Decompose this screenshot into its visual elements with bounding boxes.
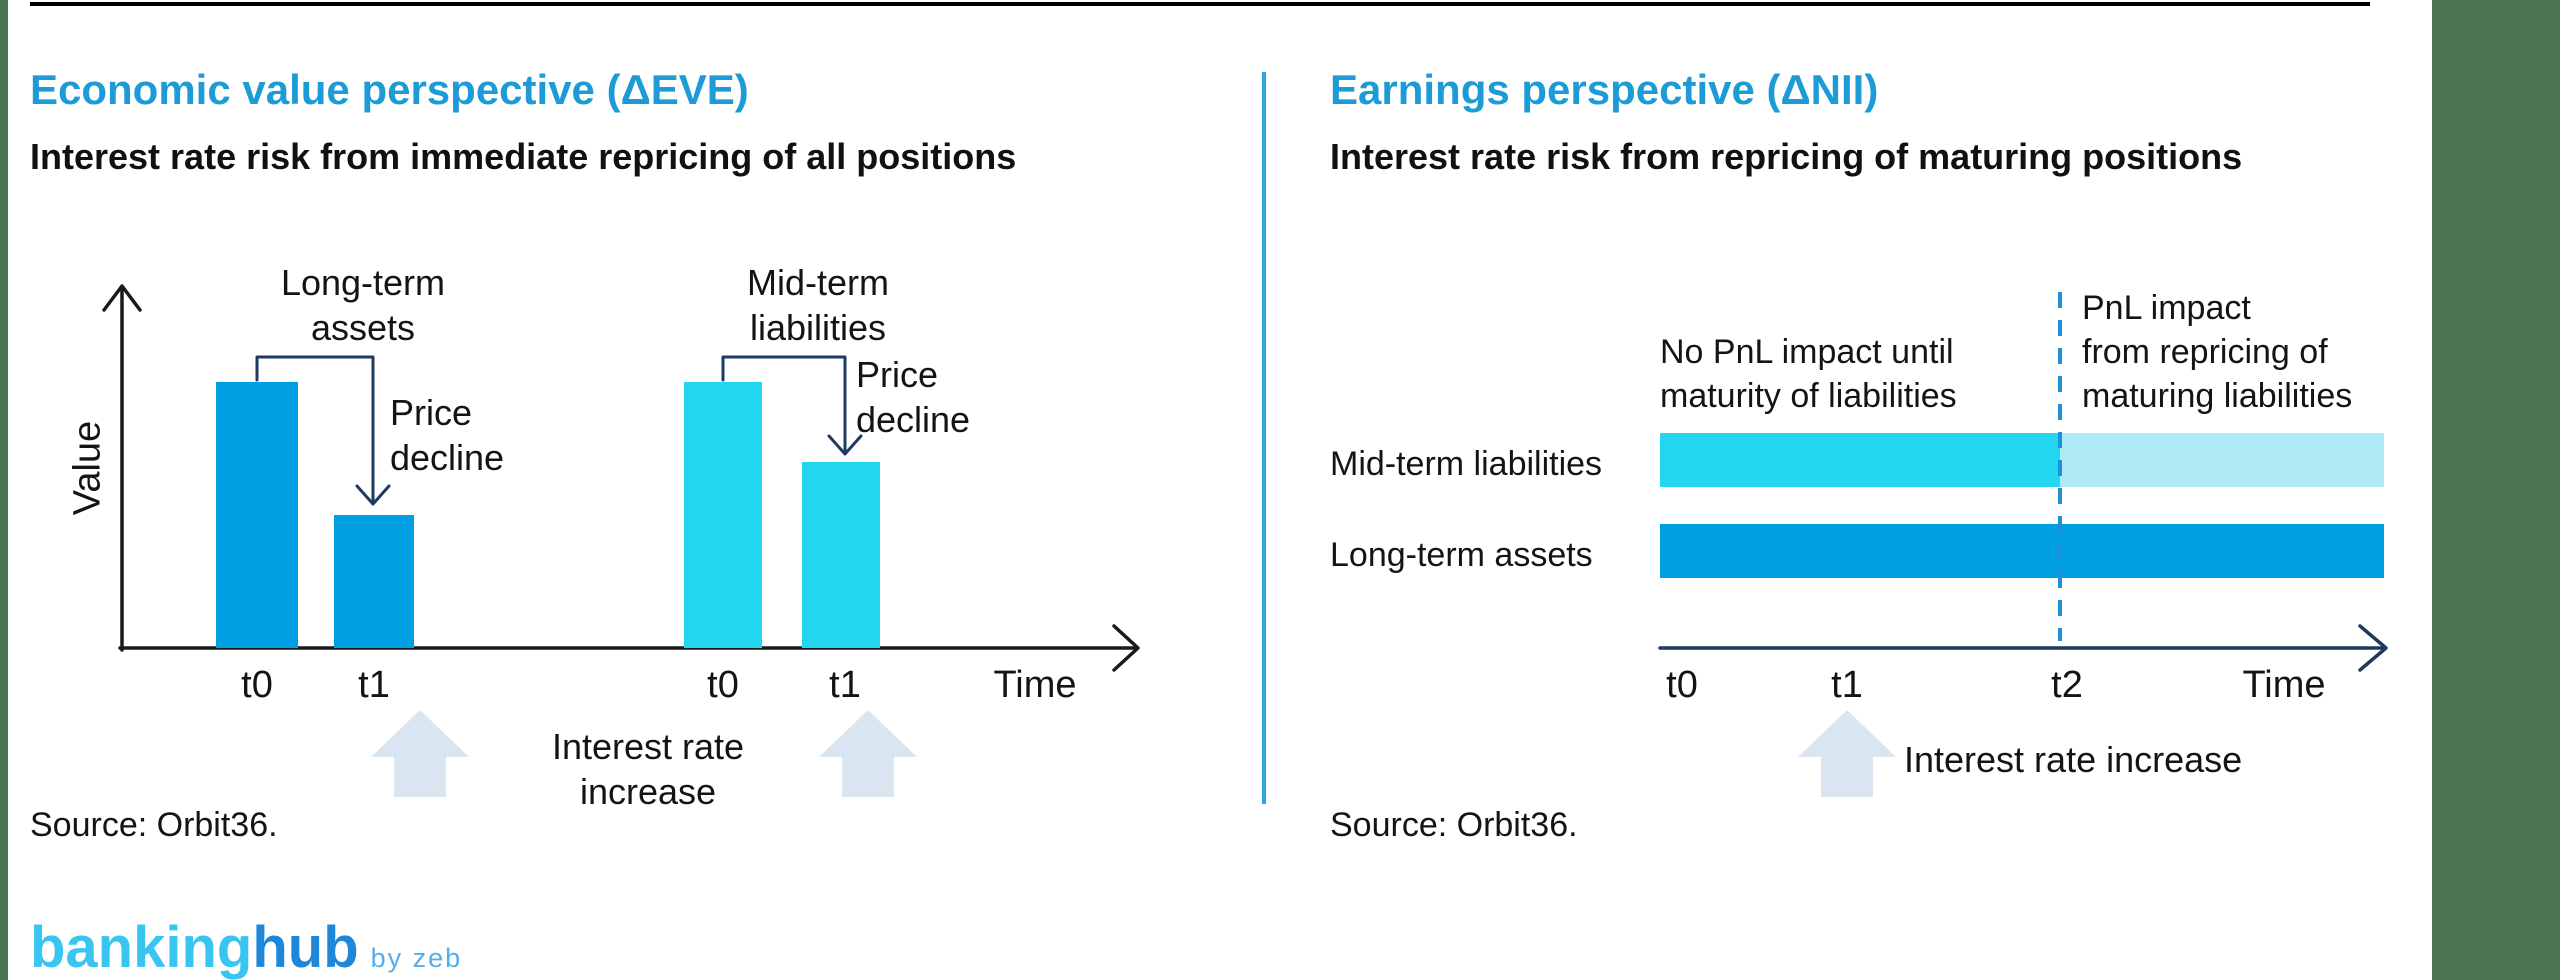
price-decline-arrowhead-1-icon [355,484,391,506]
price-decline-bracket-1 [255,355,375,504]
right-interest-rate-increase-label: Interest rate increase [1904,739,2243,780]
mid-term-liabilities-row-label: Mid-term liabilities [1330,445,1603,483]
left-chart-tick-t1-second: t1 [829,664,861,706]
bankinghub-logo: banking hub by zeb [30,914,462,980]
mid-term-liabilities-t1-bar [802,462,880,648]
right-chart-x-axis-label: Time [2242,664,2326,706]
left-chart-y-axis-arrow-icon [102,284,142,312]
mid-term-liabilities-t0-bar [684,382,762,648]
right-chart-tick-t2: t2 [2051,664,2083,706]
price-decline-label-1: Price decline [390,392,505,478]
price-decline-bracket-2 [721,355,847,454]
left-panel-title: Economic value perspective (ΔEVE) [30,66,749,113]
right-chart-x-axis-arrow-icon [2358,624,2388,672]
left-source-note: Source: Orbit36. [30,806,278,844]
logo-hub-text: hub [252,915,359,980]
left-chart-tick-t0: t0 [241,664,273,706]
left-panel-subtitle: Interest rate risk from immediate repric… [30,136,1017,177]
right-panel-title: Earnings perspective (ΔNII) [1330,66,1879,113]
left-interest-rate-increase-label: Interest rate increase [551,726,745,812]
price-decline-label-2: Price decline [856,354,971,440]
interest-rate-up-arrow-icon [1798,710,1896,797]
mid-term-liabilities-fixed-segment-bar [1660,433,2060,487]
left-chart-x-axis-label: Time [993,664,1077,706]
interest-rate-up-arrow-icon [371,710,469,797]
right-chart-tick-t1: t1 [1831,664,1863,706]
long-term-assets-t1-bar [334,515,414,648]
left-chart-x-axis-arrow-icon [1112,624,1140,672]
right-panel-subtitle: Interest rate risk from repricing of mat… [1330,136,2243,177]
long-term-assets-bar [1660,524,2384,578]
price-decline-arrowhead-2-icon [827,434,863,456]
logo-byzeb-text: by zeb [370,943,463,973]
right-edge-accent-bar [2432,0,2560,980]
left-chart-tick-t0-second: t0 [707,664,739,706]
mid-term-liabilities-group-label: Mid-term liabilities [747,262,889,348]
right-chart-tick-t0: t0 [1666,664,1698,706]
left-chart-tick-t1: t1 [358,664,390,706]
logo-banking-text: banking [30,915,253,980]
pnl-impact-annotation: PnL impact from repricing of maturing li… [2082,289,2353,415]
right-source-note: Source: Orbit36. [1330,806,1578,844]
mid-term-liabilities-repriced-segment-bar [2060,433,2384,487]
left-chart-y-axis-label: Value [66,420,109,516]
long-term-assets-group-label: Long-term assets [280,262,446,348]
long-term-assets-row-label: Long-term assets [1330,536,1593,574]
no-pnl-impact-annotation: No PnL impact until maturity of liabilit… [1660,333,1957,415]
left-edge-accent-bar [0,0,8,980]
interest-rate-up-arrow-icon [819,710,917,797]
panel-divider-line [1262,72,1266,804]
long-term-assets-t0-bar [216,382,298,648]
top-rule [30,2,2370,6]
